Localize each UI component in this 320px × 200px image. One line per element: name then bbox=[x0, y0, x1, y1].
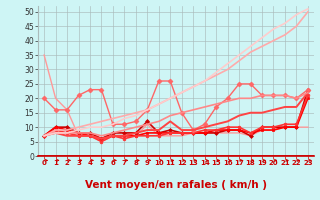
X-axis label: Vent moyen/en rafales ( km/h ): Vent moyen/en rafales ( km/h ) bbox=[85, 180, 267, 190]
